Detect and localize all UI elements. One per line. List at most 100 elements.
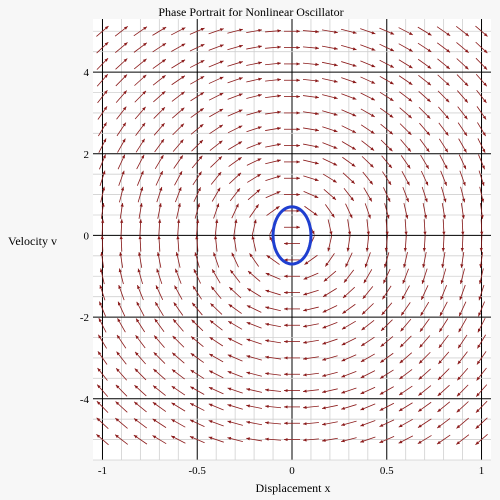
field-arrow xyxy=(418,106,431,119)
field-arrow xyxy=(399,107,413,119)
field-arrow xyxy=(325,204,335,218)
arrow-head xyxy=(284,421,288,425)
field-arrow xyxy=(265,126,282,131)
field-arrow xyxy=(302,78,319,83)
field-arrow xyxy=(383,268,391,284)
arrow-head xyxy=(179,155,183,160)
arrow-head xyxy=(246,322,251,326)
field-arrow xyxy=(119,235,123,252)
arrow-head xyxy=(227,354,232,358)
arrow-head xyxy=(104,90,108,95)
field-arrow xyxy=(417,58,432,69)
field-arrow xyxy=(459,170,466,186)
field-arrow xyxy=(420,301,430,316)
field-arrow xyxy=(417,418,432,428)
field-arrow xyxy=(421,268,428,284)
arrow-head xyxy=(159,186,163,191)
field-arrow xyxy=(363,269,373,284)
field-arrow xyxy=(119,202,124,219)
field-arrow xyxy=(117,154,126,170)
field-arrow xyxy=(213,203,220,219)
arrow-head xyxy=(417,440,422,444)
arrow-head xyxy=(192,285,197,290)
arrow-head xyxy=(227,420,232,424)
arrow-head xyxy=(171,386,176,390)
field-arrow xyxy=(419,122,431,136)
field-arrow xyxy=(153,90,166,103)
field-arrow xyxy=(213,252,220,268)
field-arrow xyxy=(384,203,390,219)
arrow-head xyxy=(238,61,243,65)
field-arrow xyxy=(233,219,238,236)
arrow-head xyxy=(444,165,448,170)
arrow-head xyxy=(464,49,469,53)
arrow-head xyxy=(464,115,468,120)
field-arrow xyxy=(284,307,300,311)
arrow-head xyxy=(381,311,386,316)
vector-field xyxy=(96,25,488,446)
field-arrow xyxy=(400,155,411,169)
arrow-head xyxy=(208,387,213,391)
field-arrow xyxy=(345,203,353,219)
field-arrow xyxy=(246,61,263,66)
arrow-head xyxy=(389,97,394,101)
arrow-head xyxy=(481,165,485,170)
field-arrow xyxy=(173,155,184,169)
arrow-head xyxy=(398,424,403,428)
field-arrow xyxy=(251,219,257,236)
field-arrow xyxy=(158,219,162,236)
field-arrow xyxy=(247,173,262,183)
arrow-head xyxy=(334,46,338,50)
arrow-head xyxy=(156,268,160,273)
field-arrow xyxy=(116,106,127,120)
field-arrow xyxy=(456,417,469,429)
arrow-head xyxy=(423,215,428,219)
field-arrow xyxy=(438,106,450,120)
field-arrow xyxy=(399,335,412,348)
field-arrow xyxy=(115,384,128,397)
arrow-head xyxy=(437,392,442,396)
arrow-head xyxy=(419,343,423,348)
field-arrow xyxy=(172,335,185,348)
arrow-head xyxy=(234,219,238,224)
field-arrow xyxy=(171,107,185,119)
arrow-head xyxy=(199,124,204,128)
field-arrow xyxy=(380,139,393,152)
field-arrow xyxy=(284,356,300,360)
arrow-head xyxy=(249,253,253,258)
field-arrow xyxy=(118,170,125,186)
arrow-head xyxy=(369,180,373,185)
field-arrow xyxy=(246,371,262,377)
field-arrow xyxy=(227,371,243,378)
arrow-head xyxy=(438,360,442,364)
field-arrow xyxy=(115,367,128,381)
arrow-head xyxy=(296,45,300,50)
field-arrow xyxy=(284,111,300,115)
arrow-head xyxy=(171,419,176,423)
arrow-head xyxy=(277,78,281,82)
field-arrow xyxy=(246,305,262,313)
field-arrow xyxy=(96,41,109,54)
arrow-head xyxy=(181,75,185,80)
field-arrow xyxy=(98,138,107,153)
arrow-head xyxy=(265,306,270,310)
arrow-head xyxy=(200,27,205,31)
field-arrow xyxy=(475,417,488,430)
field-arrow xyxy=(440,170,447,186)
field-arrow xyxy=(246,404,263,409)
arrow-head xyxy=(238,93,243,97)
field-arrow xyxy=(190,386,205,395)
field-arrow xyxy=(208,44,224,51)
arrow-head xyxy=(400,327,405,332)
arrow-head xyxy=(153,368,158,373)
arrow-head xyxy=(343,278,348,283)
arrow-head xyxy=(315,111,319,116)
field-arrow xyxy=(341,45,357,51)
arrow-head xyxy=(296,62,300,66)
field-arrow xyxy=(227,404,243,410)
arrow-head xyxy=(350,197,354,201)
field-arrow xyxy=(379,402,395,411)
field-arrow xyxy=(265,191,281,199)
field-arrow xyxy=(265,45,282,49)
arrow-head xyxy=(405,198,409,203)
